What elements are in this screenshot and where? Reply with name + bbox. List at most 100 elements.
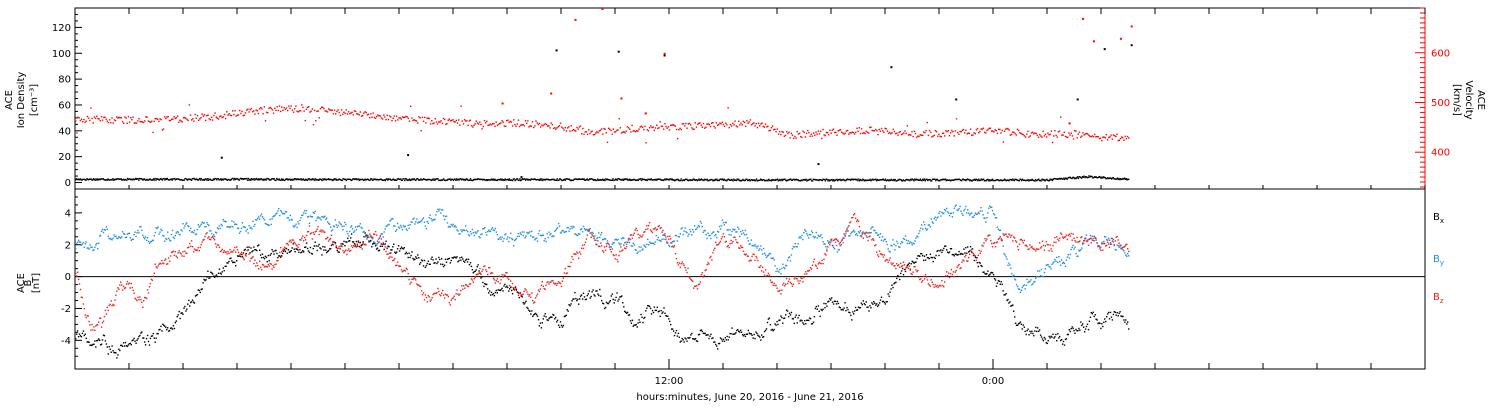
velocity-point [305,108,308,110]
density-point [1068,176,1071,179]
field-point-b-y [167,237,170,240]
field-point-b-x [649,307,652,310]
density-point [1121,178,1123,180]
field-point-b-z [96,324,98,326]
field-point-b-z [339,247,341,250]
field-point-b-x [984,272,986,275]
field-point-b-x [175,320,177,322]
velocity-point [419,117,421,119]
velocity-point [538,122,541,125]
field-point-b-y [328,223,331,225]
field-point-b-y [642,248,644,250]
field-point-b-z [380,238,382,240]
velocity-point [712,122,714,124]
density-point [989,180,991,182]
field-point-b-y [1050,268,1052,270]
field-point-b-x [200,288,202,291]
velocity-point [906,125,908,127]
field-point-b-x [446,258,449,260]
field-point-b-x [377,250,380,252]
velocity-point [411,117,413,119]
velocity-point [1098,137,1101,140]
field-point-b-z [208,236,210,238]
density-point [953,179,956,181]
field-point-b-z [226,253,228,255]
field-point-b-x [641,316,643,318]
velocity-point [1095,136,1097,138]
density-point [1074,177,1076,179]
field-point-b-x [991,272,994,274]
density-point [383,179,386,181]
field-point-b-z [81,296,84,299]
velocity-point [295,105,297,107]
field-point-b-x [923,255,926,257]
velocity-point [121,120,124,123]
field-point-b-y [360,226,362,229]
density-point [332,179,334,182]
density-point [629,179,631,182]
field-point-b-x [1115,314,1117,316]
field-point-b-y [119,236,121,239]
density-point [376,178,378,181]
field-point-b-x [788,312,791,315]
velocity-point [75,120,77,122]
density-point [563,178,566,180]
density-point [585,178,588,181]
field-point-b-z [258,268,260,270]
field-point-b-y [575,233,577,235]
velocity-point [937,135,939,137]
density-point [916,179,918,181]
field-point-b-y [524,237,526,239]
field-point-b-y [380,233,382,235]
field-point-b-x [863,302,865,305]
field-point-b-y [792,245,794,248]
field-point-b-x [210,271,212,273]
velocity-point [766,126,768,128]
velocity-point [274,107,276,109]
field-point-b-y [920,227,922,230]
field-point-b-y [1041,275,1044,278]
field-point-b-x [240,253,243,256]
density-point [450,179,452,181]
velocity-point [212,119,214,121]
field-point-b-y [126,233,129,235]
density-point [1049,178,1051,180]
velocity-point [836,134,838,136]
field-point-b-y [595,239,597,241]
field-point-b-x [216,275,219,278]
field-point-b-z [98,321,100,323]
field-point-b-x [877,305,879,308]
density-point [1057,178,1059,180]
velocity-point [433,122,435,124]
field-point-b-y [341,225,343,228]
field-point-b-x [1060,339,1063,341]
density-point [899,179,901,181]
field-point-b-z [482,268,484,271]
density-point [389,178,391,180]
field-point-b-x [248,246,250,248]
field-point-b-z [360,246,362,248]
field-point-b-y [224,220,226,222]
density-point [1061,178,1063,180]
velocity-point [240,112,242,115]
density-point [704,178,707,181]
field-point-b-x [1027,328,1029,330]
velocity-point [1023,135,1026,137]
velocity-point [454,121,456,123]
density-point [1103,176,1106,179]
field-point-b-y [862,231,864,233]
field-point-b-y [893,243,895,245]
density-point [1034,180,1036,182]
field-point-b-x [938,254,940,257]
field-point-b-y [507,236,509,238]
field-point-b-x [966,252,968,254]
field-point-b-x [362,241,364,243]
density-point [85,179,87,181]
field-point-b-x [225,265,227,267]
velocity-point [1094,133,1096,136]
velocity-point [456,122,459,124]
density-point [275,179,277,182]
field-point-b-z [308,225,311,227]
field-point-b-x [544,313,546,315]
field-point-b-x [291,247,293,249]
